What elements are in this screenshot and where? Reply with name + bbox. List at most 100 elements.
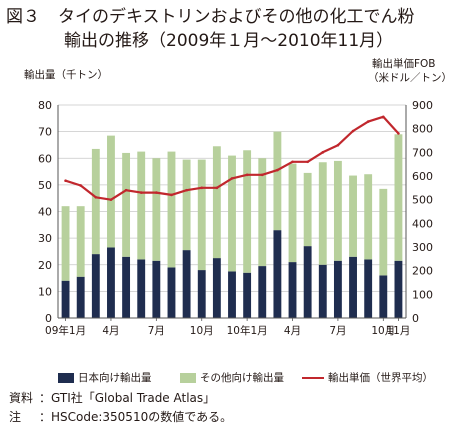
bar-other [364,174,373,260]
price-point [139,191,143,194]
y-right-tick-label: 700 [412,146,433,159]
bar-japan [182,250,191,318]
price-point [291,160,294,164]
bar-japan [318,264,327,318]
price-point [336,143,340,147]
bar-other [76,206,85,277]
footnote-label: 注 [9,410,22,424]
x-tick-label: 10月 [190,325,214,337]
legend-label-japan: 日本向け輸出量 [78,372,152,384]
bar-japan [228,271,236,318]
y-right-tick-label: 100 [412,288,433,301]
bar-other [288,163,297,263]
y-left-tick-label: 10 [38,285,52,298]
legend-item-japan: 日本向け輸出量 [58,370,152,385]
price-point [124,188,128,192]
axes [57,105,407,321]
bar-other [303,172,312,247]
bar-other [91,148,100,255]
source-note-label: 資料 [9,391,34,405]
y-right-tick-label: 400 [412,217,433,230]
bar-japan [122,256,131,318]
bar-japan [167,267,176,318]
tick-labels: 0102030405060708001002003004005006007008… [38,99,433,337]
bar-other [333,160,342,261]
price-point [170,193,173,197]
y-right-tick-label: 900 [412,99,433,112]
bar-other [318,162,327,265]
figure-number: 図３ [6,7,40,27]
bar-japan [258,266,267,318]
bar-japan [137,259,146,318]
legend-swatch-other [180,372,196,383]
y-right-tick-label: 600 [412,170,433,183]
x-tick-label: 4月 [284,325,301,337]
legend: 日本向け輸出量 その他向け輸出量 輸出単価（世界平均） [0,370,457,386]
x-tick-label: 10年1月 [227,324,268,337]
y-right-tick-label: 300 [412,241,433,254]
y-left-tick-label: 80 [38,99,52,112]
bar-japan [303,246,312,318]
bar-other [258,158,267,267]
bar-japan [379,275,388,318]
bar-other [61,206,70,281]
price-point [64,179,67,183]
y-left-tick-label: 50 [38,179,52,192]
bar-japan [243,272,252,318]
x-tick-label: 7月 [329,325,346,337]
figure-title-line1: タイのデキストリンおよびその他の化工でん粉 [58,7,415,27]
notes: 資料 ：GTI社「Global Trade Atlas」 注 ：HSCode:350… [9,389,232,427]
y-right-tick-label: 500 [412,194,433,207]
bar-japan [394,260,403,318]
price-point [382,115,385,119]
bar-other [167,151,176,268]
y-left-tick-label: 0 [45,312,52,325]
bar-japan [349,256,357,318]
left-axis-title: 輸出量（千トン） [24,69,108,81]
price-point [306,160,309,164]
source-note-text: ：GTI社「Global Trade Atlas」 [39,391,216,405]
legend-item-other: その他向け輸出量 [180,370,284,385]
price-point [79,184,82,187]
x-tick-label: 7月 [148,325,165,337]
price-point [260,173,264,177]
bar-other [379,188,388,276]
legend-item-price: 輸出単価（世界平均） [302,370,433,385]
right-axis-title-line2: （米ドル／トン） [368,72,452,84]
legend-label-other: その他向け輸出量 [200,372,284,384]
bar-other [394,134,403,261]
bar-other [212,146,221,259]
bar-other [122,152,131,257]
footnote: 注 ：HSCode:350510の数値である。 [9,408,232,427]
price-point [397,132,400,135]
y-right-tick-label: 800 [412,123,433,136]
bar-other [137,151,146,260]
bar-japan [364,259,373,318]
bar-japan [288,262,297,318]
price-point [276,168,279,172]
price-point [109,198,113,201]
figure-title-line2: 輸出の推移（2009年１月〜2010年11月） [64,31,394,51]
x-tick-label: 11月 [386,325,410,337]
legend-swatch-price [302,376,324,379]
y-left-tick-label: 60 [38,152,52,165]
y-left-tick-label: 70 [38,126,52,139]
bar-other [228,155,236,272]
legend-label-price: 輸出単価（世界平均） [328,372,433,384]
price-point [94,196,98,199]
right-axis-title-line1: 輸出単価FOB [372,58,436,70]
bar-japan [333,260,342,318]
legend-swatch-japan [58,372,74,383]
y-right-tick-label: 0 [412,312,419,325]
bar-japan [107,247,115,318]
price-point [230,177,234,180]
bar-japan [61,280,70,318]
price-point [215,186,219,190]
bar-series [61,131,403,318]
bar-japan [152,260,161,318]
bar-other [197,159,206,271]
price-point [185,188,188,192]
bar-japan [212,258,221,318]
y-left-tick-label: 20 [38,259,52,272]
